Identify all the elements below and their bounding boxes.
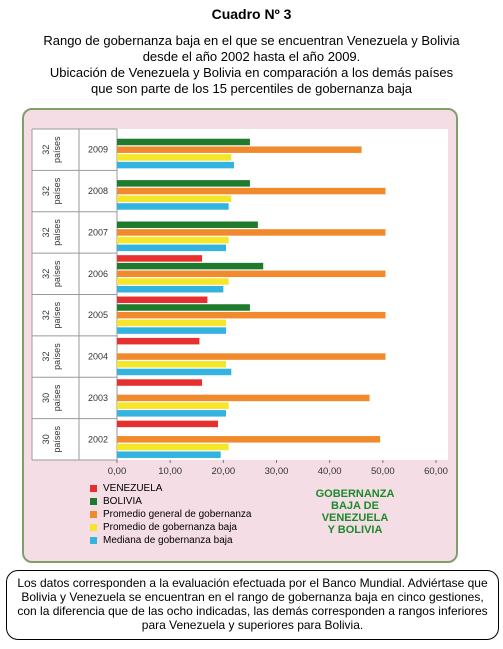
bar xyxy=(117,337,200,345)
year-tick-label: 2009 xyxy=(88,145,108,155)
bar xyxy=(117,443,229,451)
bar xyxy=(117,236,229,244)
bar xyxy=(117,319,226,327)
chart-legend: VENEZUELA BOLIVIA Promedio general de go… xyxy=(90,482,251,547)
bar xyxy=(117,278,229,285)
bar xyxy=(117,195,232,203)
footnote-box: Los datos corresponden a la evaluación e… xyxy=(6,570,499,640)
bar xyxy=(117,394,370,402)
bar xyxy=(117,146,362,153)
chart-title: Cuadro Nº 3 xyxy=(211,6,292,22)
bar xyxy=(117,229,386,236)
x-tick-label: 50,00 xyxy=(371,466,395,477)
subtitle-line: que son parte de los 15 percentiles de g… xyxy=(91,81,412,96)
side-label-line: GOBERNANZA xyxy=(315,488,395,500)
year-tick-label: 2003 xyxy=(88,393,108,403)
group-label: 32países xyxy=(41,260,62,287)
bar xyxy=(117,410,226,417)
bar xyxy=(117,203,229,210)
year-tick-label: 2008 xyxy=(88,186,108,196)
bar xyxy=(117,327,226,334)
legend-label: VENEZUELA xyxy=(103,483,163,494)
bar xyxy=(117,285,224,293)
bar xyxy=(117,161,234,169)
legend-swatch-promedio-baja xyxy=(90,524,97,531)
group-label: 32países xyxy=(41,136,62,163)
side-label-line: Y BOLIVIA xyxy=(327,524,383,536)
bar xyxy=(117,451,221,458)
bar xyxy=(117,368,232,376)
subtitle-line: Rango de gobernanza baja en el que se en… xyxy=(43,33,460,48)
x-tick-label: 30,00 xyxy=(265,466,289,477)
bar xyxy=(117,244,226,252)
legend-swatch-promedio-general xyxy=(90,511,97,518)
legend-item: Mediana de gobernanza baja xyxy=(90,534,251,547)
bar xyxy=(117,180,250,187)
legend-item: Promedio general de gobernanza xyxy=(90,508,251,521)
legend-label: Promedio de gobernanza baja xyxy=(103,522,237,533)
group-label: 30países xyxy=(41,384,62,411)
year-tick-label: 2005 xyxy=(88,310,108,320)
legend-item: VENEZUELA xyxy=(90,482,251,495)
legend-swatch-bolivia xyxy=(90,498,97,505)
bar xyxy=(117,361,226,368)
bar xyxy=(117,221,258,228)
x-tick-label: 40,00 xyxy=(318,466,342,477)
legend-side-label: GOBERNANZA BAJA DE VENEZUELA Y BOLIVIA xyxy=(300,488,410,536)
group-label: 32países xyxy=(41,343,62,370)
bar xyxy=(117,296,208,304)
subtitle-line: desde el año 2002 hasta el año 2009. xyxy=(142,49,361,64)
year-tick-label: 2002 xyxy=(88,434,108,444)
group-label: 32países xyxy=(41,219,62,246)
legend-swatch-mediana xyxy=(90,537,97,544)
bar xyxy=(117,138,250,146)
side-label-line: VENEZUELA xyxy=(321,512,389,524)
year-tick-label: 2007 xyxy=(88,227,108,237)
year-tick-label: 2006 xyxy=(88,269,108,279)
bar xyxy=(117,154,232,161)
bar xyxy=(117,270,386,278)
bar xyxy=(117,304,250,311)
group-label: 32países xyxy=(41,177,62,204)
bar xyxy=(117,402,229,409)
group-label: 32países xyxy=(41,301,62,328)
x-tick-label: 60,00 xyxy=(424,466,448,477)
group-label: 30países xyxy=(41,426,62,453)
side-label-line: BAJA DE xyxy=(331,500,379,512)
x-tick-label: 20,00 xyxy=(211,466,235,477)
bar xyxy=(117,311,386,319)
legend-label: BOLIVIA xyxy=(103,496,142,507)
x-tick-label: 0,00 xyxy=(108,466,127,477)
legend-item: BOLIVIA xyxy=(90,495,251,508)
bar xyxy=(117,420,219,428)
bar xyxy=(117,255,203,262)
year-tick-label: 2004 xyxy=(88,352,108,362)
subtitle-line: Ubicación de Venezuela y Bolivia en comp… xyxy=(49,65,454,80)
legend-swatch-venezuela xyxy=(90,485,97,492)
x-tick-label: 10,00 xyxy=(158,466,182,477)
bar xyxy=(117,379,203,386)
bar xyxy=(117,436,381,443)
legend-label: Promedio general de gobernanza xyxy=(103,509,252,520)
legend-label: Mediana de gobernanza baja xyxy=(103,535,233,546)
chart-subtitle: Rango de gobernanza baja en el que se en… xyxy=(10,33,493,97)
bar xyxy=(117,187,386,195)
bar xyxy=(117,353,386,360)
legend-item: Promedio de gobernanza baja xyxy=(90,521,251,534)
bar xyxy=(117,262,264,270)
